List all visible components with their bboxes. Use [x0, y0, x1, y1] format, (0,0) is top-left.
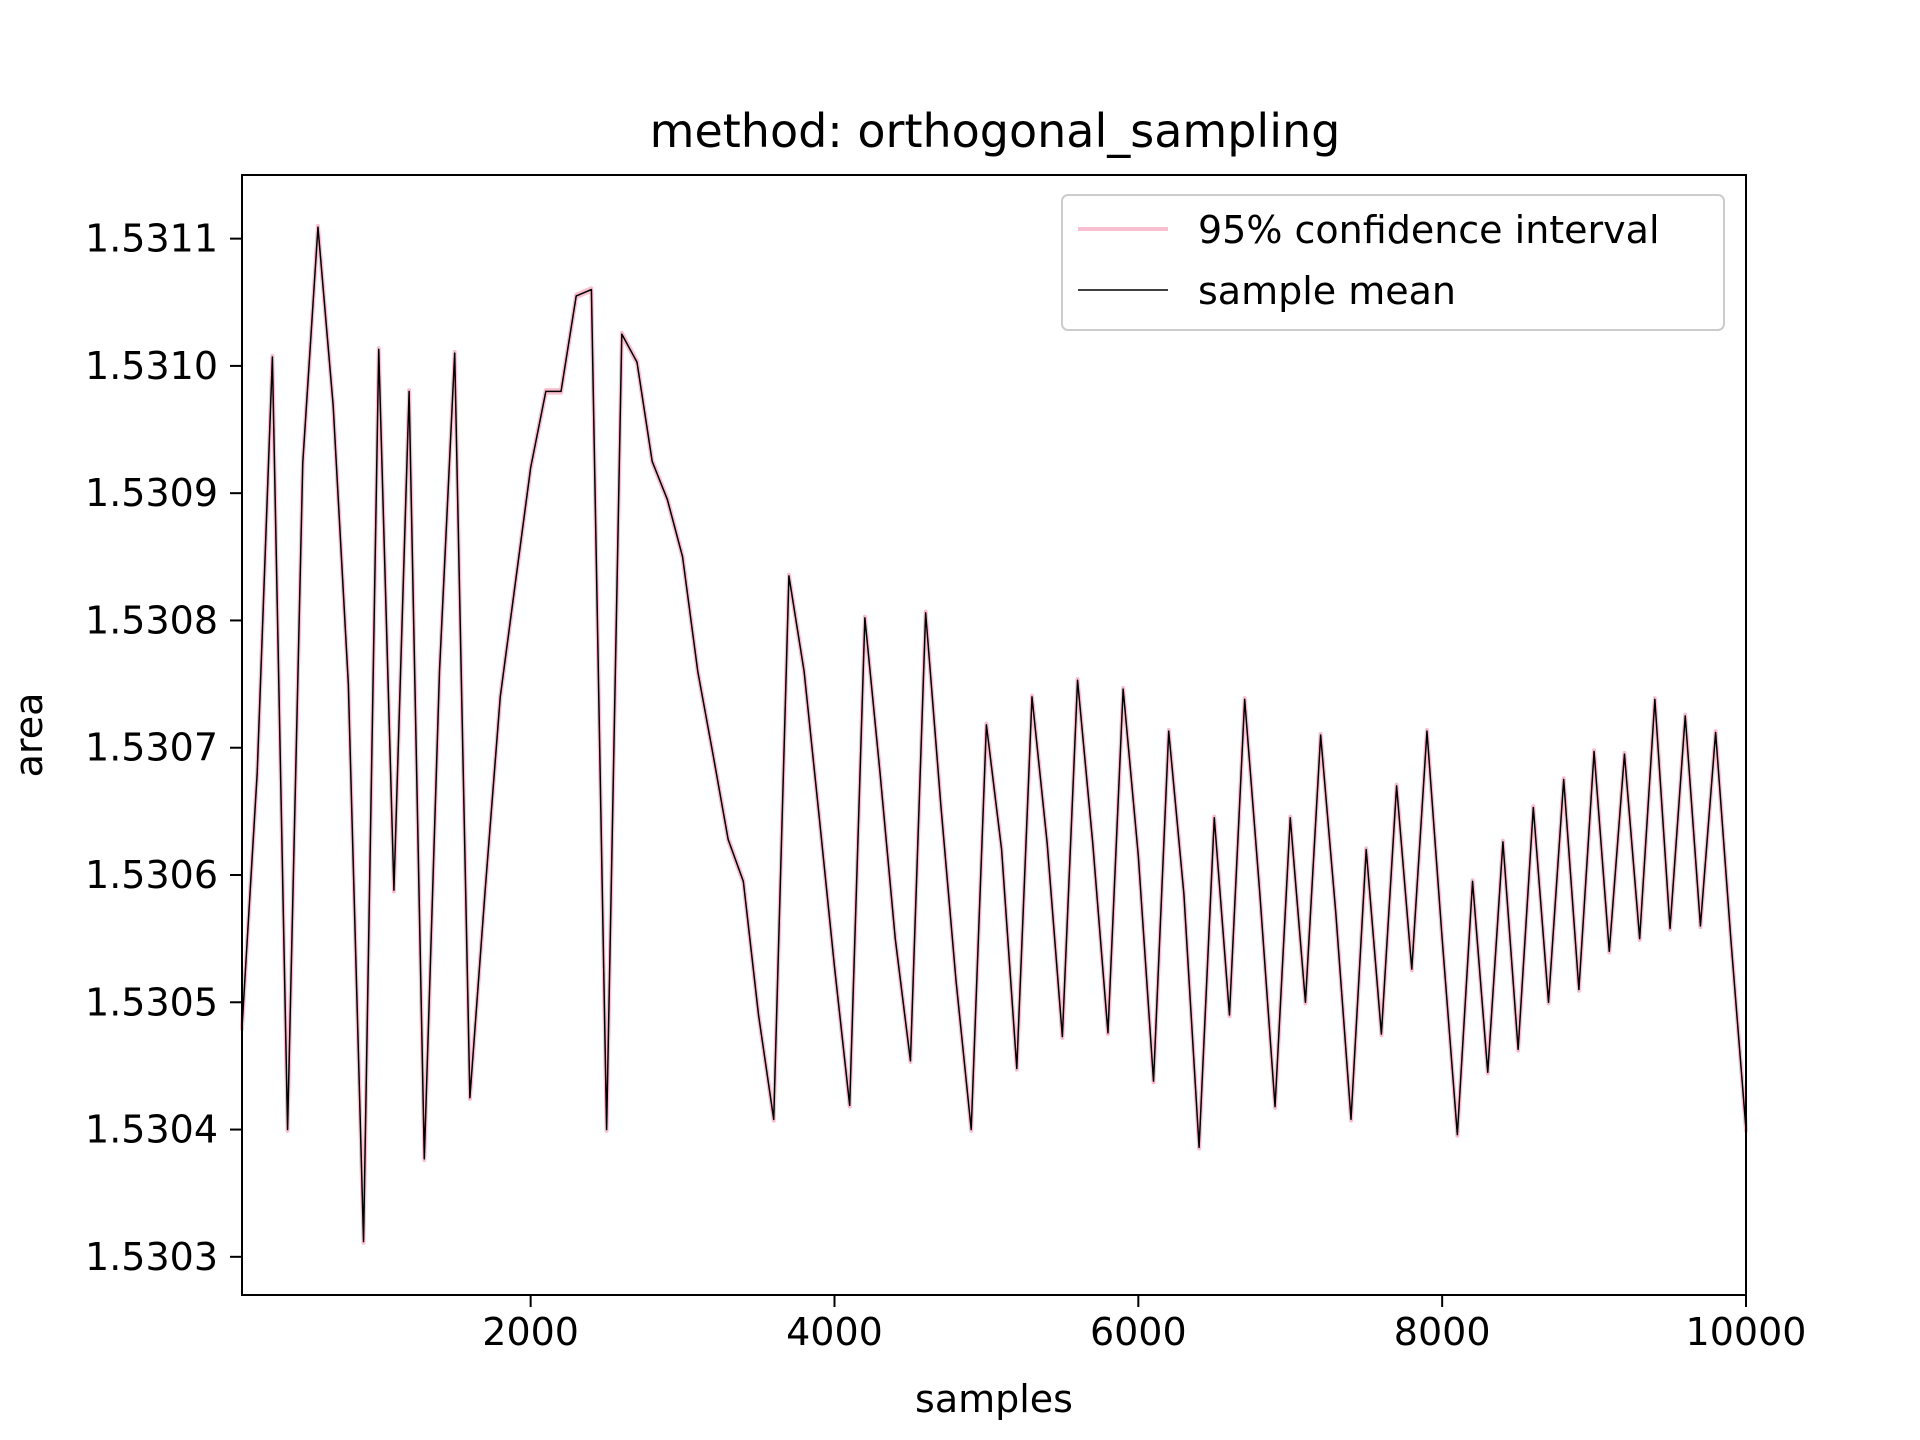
y-tick-label: 1.5303	[85, 1235, 218, 1279]
x-tick-label: 6000	[1090, 1310, 1187, 1354]
x-tick-label: 8000	[1394, 1310, 1491, 1354]
y-tick-label: 1.5307	[85, 726, 218, 770]
y-tick-label: 1.5308	[85, 598, 218, 642]
chart-title: method: orthogonal_sampling	[650, 104, 1341, 158]
y-tick-label: 1.5305	[85, 980, 218, 1024]
x-tick-label: 10000	[1686, 1310, 1807, 1354]
x-axis: 2000 4000 6000 8000 10000	[482, 1295, 1806, 1354]
y-axis: 1.5303 1.5304 1.5305 1.5306 1.5307 1.5308 1.53…	[85, 217, 242, 1279]
x-axis-label: samples	[915, 1377, 1073, 1421]
y-tick-label: 1.5309	[85, 471, 218, 515]
axes-frame	[241, 174, 1747, 1296]
mean-line	[241, 226, 1747, 1243]
x-tick-label: 4000	[786, 1310, 883, 1354]
x-tick-label: 2000	[482, 1310, 579, 1354]
legend-mean-label: sample mean	[1198, 269, 1456, 313]
legend-box	[1061, 194, 1725, 331]
y-axis-label: area	[7, 693, 51, 778]
legend-ci-label: 95% confidence interval	[1198, 208, 1660, 252]
y-tick-label: 1.5311	[85, 217, 218, 261]
y-tick-label: 1.5306	[85, 853, 218, 897]
y-tick-label: 1.5310	[85, 344, 218, 388]
y-tick-label: 1.5304	[85, 1108, 218, 1152]
legend: 95% confidence interval sample mean	[1061, 194, 1725, 331]
